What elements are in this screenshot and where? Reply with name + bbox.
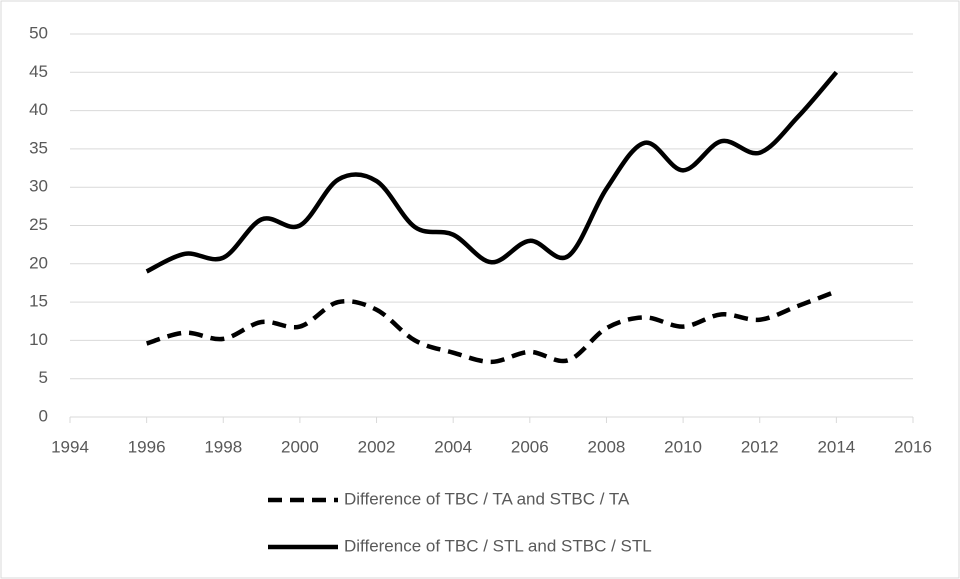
legend-label: Difference of TBC / STL and STBC / STL [344,536,652,555]
y-tick-label: 15 [29,292,48,311]
y-tick-label: 45 [29,62,48,81]
legend-label: Difference of TBC / TA and STBC / TA [344,489,630,508]
x-tick-label: 1996 [128,437,166,456]
x-tick-label: 2004 [434,437,472,456]
y-tick-label: 10 [29,330,48,349]
x-tick-label: 2010 [664,437,702,456]
x-tick-label: 2006 [511,437,549,456]
x-tick-label: 2008 [588,437,626,456]
x-tick-label: 2014 [817,437,855,456]
y-tick-label: 30 [29,177,48,196]
x-tick-label: 1998 [204,437,242,456]
y-tick-label: 50 [29,23,48,42]
y-tick-label: 5 [39,368,48,387]
x-tick-label: 2012 [741,437,779,456]
series-line [145,289,838,365]
y-tick-label: 35 [29,138,48,157]
x-tick-label: 2000 [281,437,319,456]
y-tick-label: 40 [29,100,48,119]
y-tick-label: 20 [29,253,48,272]
y-tick-label: 25 [29,215,48,234]
y-tick-label: 0 [39,406,48,425]
x-tick-label: 2002 [358,437,396,456]
series-line [145,70,839,274]
x-tick-label: 2016 [894,437,932,456]
x-tick-label: 1994 [51,437,89,456]
